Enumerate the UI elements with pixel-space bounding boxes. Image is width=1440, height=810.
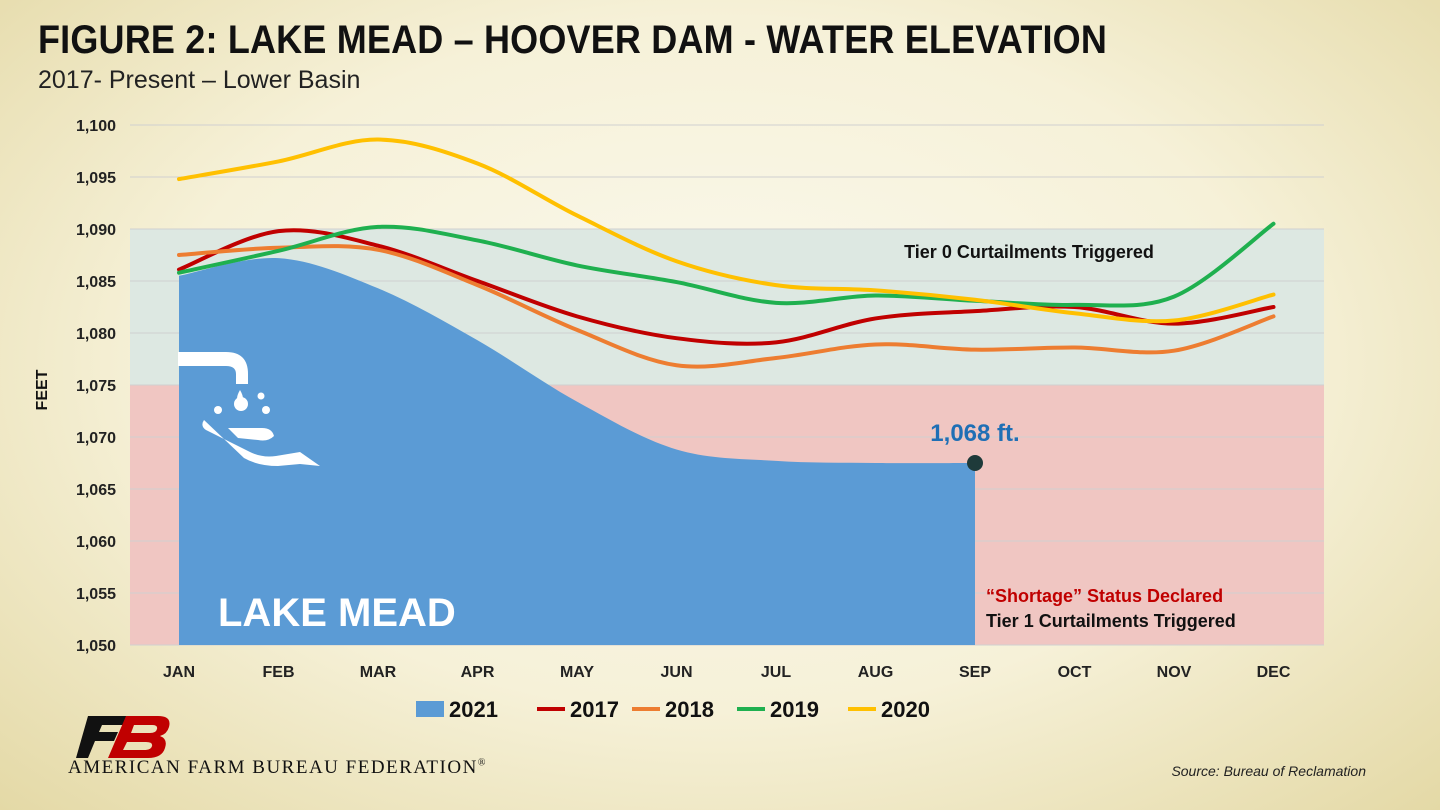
endpoint-group: 1,068 ft. [930,420,1020,471]
y-tick-label: 1,065 [76,482,116,499]
zone-labels: Tier 0 Curtailments Triggered “Shortage” … [904,242,1236,631]
zone-label-tier1-line: Tier 1 Curtailments Triggered [986,611,1236,631]
series-lines [177,137,1276,369]
x-tick-label: DEC [1257,664,1291,681]
y-tick-label: 1,095 [76,170,116,187]
faucet-hand-icon [178,352,320,466]
y-axis-label: FEET [34,369,51,410]
legend: 2021 2017 2018 2019 2020 [416,697,930,722]
area-label-lake-mead: LAKE MEAD [218,591,456,635]
legend-swatch-2021 [416,701,444,717]
x-tick-label: JAN [163,664,195,681]
line-2017 [177,228,1276,346]
x-tick-label: FEB [263,664,295,681]
line-2020 [177,137,1276,324]
legend-label-2021: 2021 [449,697,498,722]
x-tick-label: APR [461,664,495,681]
endpoint-label: 1,068 ft. [930,420,1019,447]
x-tick-label: OCT [1058,664,1092,681]
y-tick-label: 1,090 [76,222,116,239]
organization-name: AMERICAN FARM BUREAU FEDERATION® [68,757,487,779]
x-tick-labels: JAN FEB MAR APR MAY JUN JUL AUG SEP OCT NOV DEC [163,664,1291,681]
line-2019 [177,221,1276,308]
legend-label-2019: 2019 [770,697,819,722]
farm-bureau-logo [76,716,170,758]
y-tick-label: 1,070 [76,430,116,447]
x-tick-label: JUN [660,664,692,681]
chart-title: FIGURE 2: LAKE MEAD – HOOVER DAM - WATER… [38,18,1108,62]
y-tick-labels: 1,050 1,055 1,060 1,065 1,070 1,075 1,080 1,085… [76,118,116,655]
line-2018 [177,244,1276,369]
y-tick-label: 1,100 [76,118,116,135]
registered-mark: ® [477,757,487,769]
endpoint-marker [967,455,983,471]
y-tick-label: 1,055 [76,586,116,603]
area-2021 [179,257,975,645]
y-tick-label: 1,085 [76,274,116,291]
y-tick-label: 1,075 [76,378,116,395]
zone-label-tier1-line: “Shortage” Status Declared [986,586,1223,606]
legend-label-2017: 2017 [570,697,619,722]
source-note: Source: Bureau of Reclamation [1171,763,1366,779]
y-tick-label: 1,050 [76,638,116,655]
x-tick-label: NOV [1157,664,1192,681]
legend-label-2018: 2018 [665,697,714,722]
legend-label-2020: 2020 [881,697,930,722]
zone-label-tier0: Tier 0 Curtailments Triggered [904,242,1154,262]
series-2021-area [179,257,975,645]
x-tick-label: AUG [858,664,894,681]
y-tick-label: 1,080 [76,326,116,343]
chart-subtitle: 2017- Present – Lower Basin [38,66,361,94]
organization-name-text: AMERICAN FARM BUREAU FEDERATION [68,757,478,778]
y-tick-label: 1,060 [76,534,116,551]
x-tick-label: MAR [360,664,397,681]
x-tick-label: SEP [959,664,991,681]
x-tick-label: MAY [560,664,594,681]
x-tick-label: JUL [761,664,791,681]
